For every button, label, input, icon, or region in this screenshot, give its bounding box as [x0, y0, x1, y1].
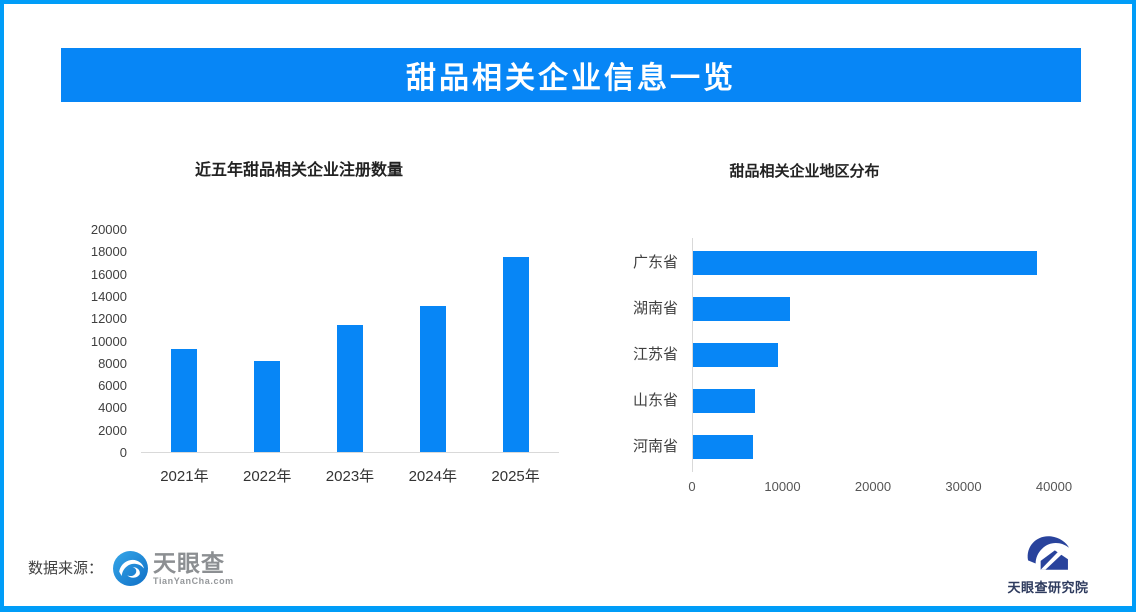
category-label: 2023年: [325, 468, 375, 485]
x-axis-tick-label: 40000: [1035, 479, 1073, 494]
category-label: 2022年: [243, 468, 292, 485]
y-axis-tick-label: 10000: [90, 333, 127, 349]
region-chart-title: 甜品相关企业地区分布: [729, 163, 880, 180]
y-axis-line: [692, 238, 693, 472]
bar: [171, 349, 198, 452]
data-source-block: 数据来源： 天眼查 TianYanCha.com: [28, 551, 234, 586]
tianyancha-wordmark: 天眼查 TianYanCha.com: [153, 551, 234, 586]
bar: [502, 256, 529, 452]
category-label: 2024年: [408, 468, 457, 485]
y-axis-tick-label: 4000: [98, 400, 127, 416]
x-axis-line: [141, 452, 559, 453]
y-axis-tick-label: 16000: [90, 266, 127, 282]
region-bar-chart: 广东省湖南省江苏省山东省河南省 0 10000 20000 30000 40000: [633, 238, 1072, 494]
institute-name: 天眼查研究院: [1007, 580, 1089, 595]
category-label: 2025年: [491, 468, 540, 485]
y-axis-tick-label: 2000: [98, 422, 127, 438]
page-title: 甜品相关企业信息一览: [406, 62, 736, 95]
source-label: 数据来源：: [28, 560, 104, 577]
y-axis-tick-label: 6000: [98, 378, 127, 394]
bar: [693, 251, 1037, 275]
y-axis-tick-label: 14000: [90, 288, 127, 304]
tianyancha-eye-icon: [113, 551, 149, 586]
registrations-bar-chart: 0 2000 4000 6000 8000 10000 12000 14000 16000 180…: [91, 222, 559, 485]
y-axis-tick-label: 0: [119, 445, 127, 460]
category-label: 山东省: [632, 392, 678, 409]
bar: [693, 389, 756, 413]
y-axis-tick-label: 20000: [90, 222, 127, 237]
category-label: 广东省: [632, 254, 678, 271]
institute-logo-icon: [1027, 536, 1069, 570]
x-axis-tick-label: 30000: [945, 479, 982, 494]
bar: [254, 360, 281, 452]
y-axis-tick-label: 12000: [90, 311, 127, 327]
tianyancha-name: 天眼查: [153, 550, 226, 576]
category-label: 河南省: [632, 438, 678, 455]
x-axis-tick-label: 10000: [764, 479, 801, 494]
y-axis-tick-label: 18000: [90, 244, 127, 260]
registrations-chart-title: 近五年甜品相关企业注册数量: [194, 162, 403, 179]
category-label: 江苏省: [632, 346, 678, 363]
tianyancha-domain: TianYanCha.com: [153, 576, 234, 586]
bar: [337, 324, 363, 452]
category-label: 湖南省: [632, 300, 678, 317]
title-banner: 甜品相关企业信息一览: [61, 48, 1081, 102]
bar: [693, 297, 790, 321]
institute-logo-block: 天眼查研究院: [998, 532, 1098, 596]
bar: [693, 435, 753, 459]
x-axis-tick-label: 0: [688, 479, 696, 494]
y-axis-tick-label: 8000: [98, 355, 127, 371]
bar: [693, 343, 779, 367]
bar: [419, 305, 446, 452]
category-label: 2021年: [160, 468, 209, 485]
x-axis-tick-label: 20000: [854, 479, 892, 494]
tianyancha-logo: 天眼查 TianYanCha.com: [113, 551, 234, 586]
